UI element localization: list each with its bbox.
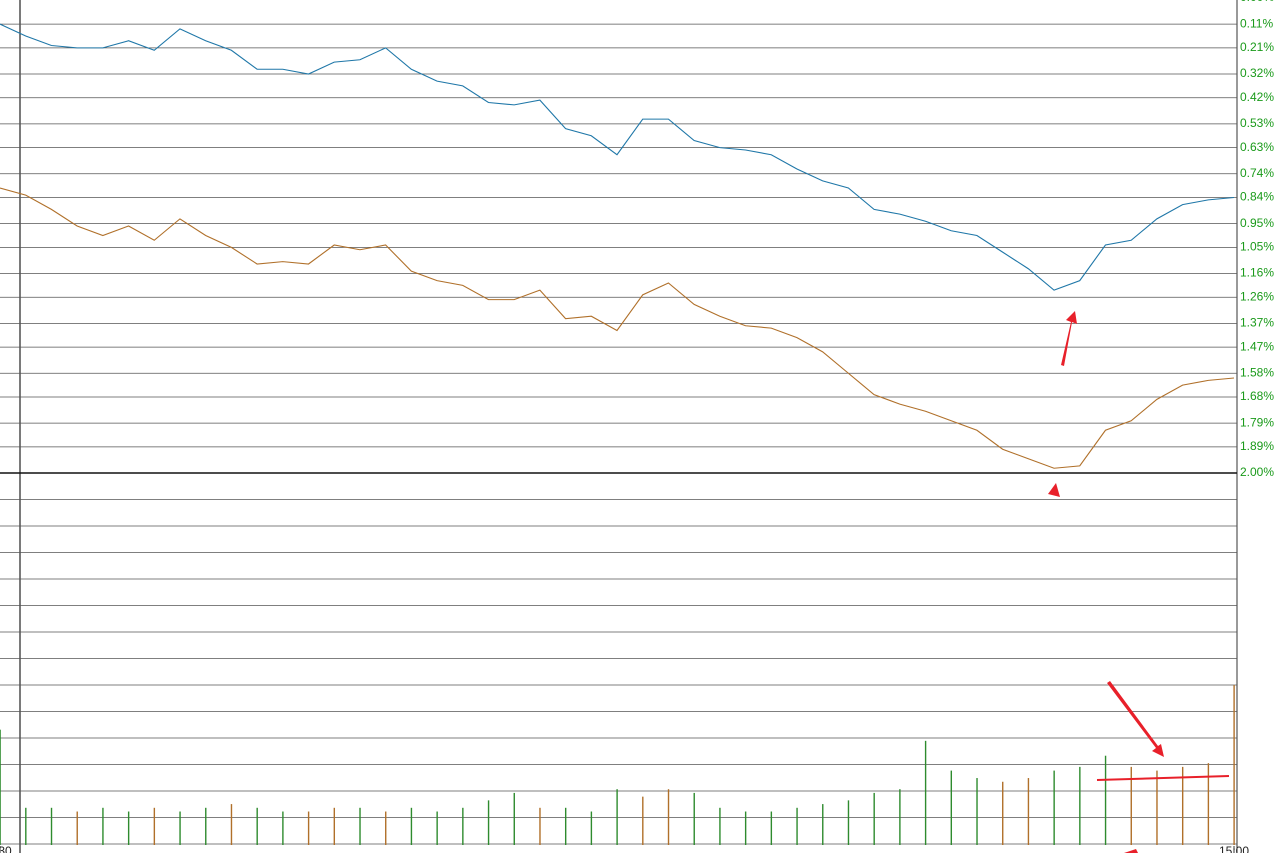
volume-bar <box>1207 763 1210 845</box>
volume-bar <box>359 807 361 845</box>
x-tick-label: 9:30 <box>0 844 12 853</box>
volume-bar <box>1130 766 1132 845</box>
arrow <box>1061 311 1077 366</box>
x-tick-label: 15:00 <box>1219 844 1249 853</box>
volume-bar <box>1002 781 1004 845</box>
volume-bar <box>744 811 747 845</box>
volume-bar <box>1104 755 1107 845</box>
volume-bar <box>205 807 207 845</box>
volume-bar <box>1027 778 1030 845</box>
volume-bar <box>179 811 181 845</box>
volume-bar <box>719 807 721 845</box>
y-tick-label: 0.63% <box>1240 140 1274 154</box>
y-tick-label: 1.79% <box>1240 415 1274 429</box>
arrow <box>1107 681 1164 757</box>
volume-bar <box>487 800 490 845</box>
y-tick-label: 0.95% <box>1240 216 1274 230</box>
y-tick-label: 1.47% <box>1240 339 1274 353</box>
volume-bar <box>307 811 310 845</box>
y-tick-label: 0.00% <box>1240 0 1274 4</box>
volume-bar <box>410 807 413 845</box>
line-series <box>0 187 1235 469</box>
volume-bar <box>25 807 27 845</box>
y-tick-label: 0.21% <box>1240 40 1274 54</box>
volume-bar <box>50 807 53 845</box>
y-tick-label: 1.58% <box>1240 365 1274 379</box>
volume-bar <box>436 811 438 845</box>
volume-bar <box>796 807 798 845</box>
y-tick-label: 0.74% <box>1240 166 1274 180</box>
volume-bar <box>693 792 695 845</box>
volume-bar <box>950 770 953 845</box>
volume-bar <box>127 811 130 845</box>
y-tick-label: 2.00% <box>1240 465 1274 479</box>
volume-bar <box>667 789 670 845</box>
volume-bar <box>616 789 618 845</box>
volume-bar <box>642 796 644 845</box>
volume-bar <box>102 807 104 845</box>
volume-bar <box>976 778 978 845</box>
volume-bar <box>1156 770 1158 845</box>
volume-bar <box>0 729 1 845</box>
y-tick-label: 0.53% <box>1240 116 1274 130</box>
volume-bar <box>770 811 773 845</box>
volume-bar <box>153 807 156 845</box>
volume-bar <box>1233 685 1235 845</box>
y-tick-label: 1.16% <box>1240 266 1274 280</box>
y-tick-label: 0.32% <box>1240 66 1274 80</box>
volume-bar <box>899 789 901 845</box>
volume-bar <box>847 800 850 845</box>
volume-bar <box>385 811 387 845</box>
volume-bar <box>822 804 824 845</box>
y-tick-label: 1.05% <box>1240 240 1274 254</box>
y-tick-label: 1.89% <box>1240 439 1274 453</box>
y-tick-label: 0.84% <box>1240 190 1274 204</box>
trend-line <box>1096 775 1230 781</box>
volume-bar <box>924 740 927 845</box>
volume-bar <box>462 807 464 845</box>
volume-bar <box>1053 770 1055 845</box>
volume-bar <box>1181 766 1184 845</box>
volume-bar <box>256 807 258 845</box>
volume-bar <box>1079 766 1081 845</box>
y-tick-label: 0.11% <box>1240 16 1273 30</box>
line-series <box>0 23 1235 291</box>
arrow <box>1048 483 1060 497</box>
y-tick-label: 1.26% <box>1240 289 1274 303</box>
volume-bar <box>873 792 875 845</box>
volume-bar <box>76 811 78 845</box>
annotations <box>1048 311 1230 853</box>
volume-bar <box>513 792 515 845</box>
arrow <box>1124 849 1138 853</box>
y-tick-label: 1.68% <box>1240 389 1274 403</box>
volume-bar <box>590 811 593 845</box>
y-tick-label: 1.37% <box>1240 316 1274 330</box>
volume-bar <box>230 804 233 845</box>
volume-bar <box>333 807 336 845</box>
volume-bar <box>539 807 541 845</box>
volume-bar <box>564 807 567 845</box>
volume-grid <box>0 499 1237 845</box>
volume-bar <box>282 811 284 845</box>
y-tick-label: 0.42% <box>1240 90 1274 104</box>
